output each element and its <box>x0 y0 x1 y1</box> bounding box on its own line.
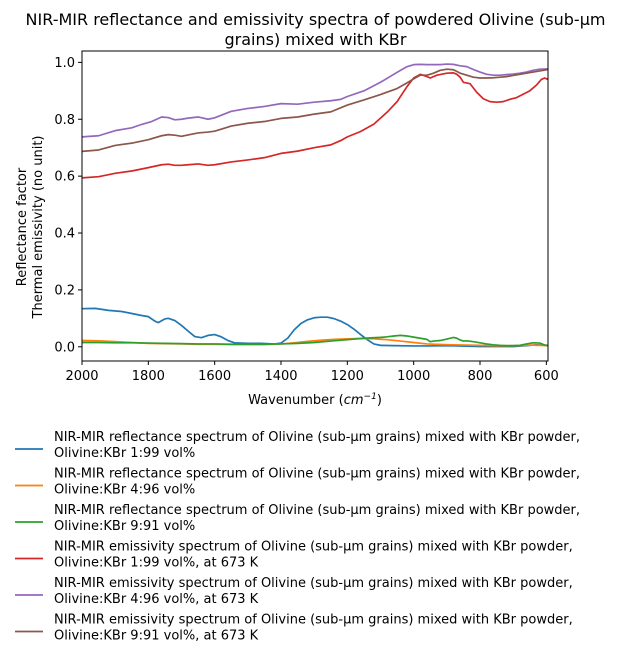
series-line-4 <box>82 72 548 179</box>
x-tick-label: 1200 <box>331 369 364 384</box>
x-tick-label: 600 <box>534 369 559 384</box>
axes-frame <box>81 50 549 362</box>
y-axis-label: Reflectance factor Thermal emissivity (n… <box>15 136 46 320</box>
series-line-1 <box>82 307 548 348</box>
legend-entry-2: NIR-MIR reflectance spectrum of Olivine … <box>15 467 580 498</box>
x-axis-label-prefix: Wavenumber ( <box>248 393 344 408</box>
x-axis-label-suffix: ) <box>377 393 382 408</box>
legend-label-line: Olivine:KBr 1:99 vol%, at 673 K <box>54 556 259 571</box>
x-tick-label: 800 <box>468 369 493 384</box>
y-tick-label: 0.4 <box>54 227 75 242</box>
legend-entry-4: NIR-MIR emissivity spectrum of Olivine (… <box>15 540 573 571</box>
series-line-5 <box>82 63 548 138</box>
legend-label-line: Olivine:KBr 4:96 vol% <box>54 483 195 498</box>
legend-label-line: NIR-MIR reflectance spectrum of Olivine … <box>54 467 580 482</box>
x-tick-label: 2000 <box>65 369 98 384</box>
x-tick-label: 1800 <box>132 369 165 384</box>
legend-label-line: Olivine:KBr 1:99 vol% <box>54 446 195 461</box>
y-axis-label-line-2: Thermal emissivity (no unit) <box>31 136 46 320</box>
x-axis-label-unit-exponent: −1 <box>364 392 377 402</box>
legend-label-line: Olivine:KBr 9:91 vol% <box>54 519 195 534</box>
legend-label-line: Olivine:KBr 9:91 vol%, at 673 K <box>54 629 259 644</box>
y-tick-label: 0.6 <box>54 170 75 185</box>
legend: NIR-MIR reflectance spectrum of Olivine … <box>15 430 580 644</box>
plot-area: 2000 1800 1600 1400 1200 1000 800 600 0.0 0.2 0.4 0… <box>54 50 559 384</box>
x-tick-label: 1600 <box>198 369 231 384</box>
x-axis-label: Wavenumber (cm−1) <box>248 392 382 408</box>
chart-title-line-1: NIR-MIR reflectance and emissivity spect… <box>26 10 606 29</box>
y-axis-label-line-1: Reflectance factor <box>15 167 30 286</box>
y-tick-label: 0.2 <box>54 283 75 298</box>
legend-label-line: NIR-MIR reflectance spectrum of Olivine … <box>54 503 580 518</box>
x-tick-label: 1400 <box>264 369 297 384</box>
y-tick-label: 1.0 <box>54 56 75 71</box>
legend-entry-5: NIR-MIR emissivity spectrum of Olivine (… <box>15 576 573 607</box>
legend-entry-6: NIR-MIR emissivity spectrum of Olivine (… <box>15 613 573 644</box>
series-line-3 <box>82 334 548 347</box>
legend-label-line: NIR-MIR emissivity spectrum of Olivine (… <box>54 613 573 628</box>
chart-title: NIR-MIR reflectance and emissivity spect… <box>26 10 606 49</box>
series-lines <box>82 63 548 348</box>
legend-label-line: Olivine:KBr 4:96 vol%, at 673 K <box>54 592 259 607</box>
legend-label-line: NIR-MIR reflectance spectrum of Olivine … <box>54 430 580 445</box>
legend-label-line: NIR-MIR emissivity spectrum of Olivine (… <box>54 576 573 591</box>
x-tick-label: 1000 <box>397 369 430 384</box>
legend-label-line: NIR-MIR emissivity spectrum of Olivine (… <box>54 540 573 555</box>
y-tick-label: 0.8 <box>54 113 75 128</box>
x-axis-label-unit: cm <box>344 393 364 408</box>
legend-entry-1: NIR-MIR reflectance spectrum of Olivine … <box>15 430 580 461</box>
series-line-6 <box>82 68 548 153</box>
chart-title-line-2: grains) mixed with KBr <box>225 30 407 49</box>
legend-entry-3: NIR-MIR reflectance spectrum of Olivine … <box>15 503 580 534</box>
y-tick-label: 0.0 <box>54 340 75 355</box>
